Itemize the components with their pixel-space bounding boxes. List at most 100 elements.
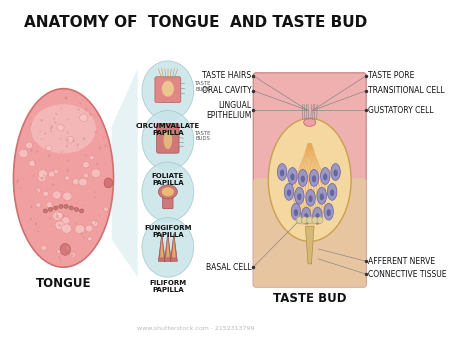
Text: FILIFORM
PAPILLA: FILIFORM PAPILLA [149, 280, 186, 293]
FancyBboxPatch shape [253, 178, 366, 287]
Ellipse shape [277, 164, 287, 181]
Ellipse shape [87, 237, 92, 241]
Ellipse shape [60, 259, 62, 261]
Circle shape [297, 217, 302, 224]
Ellipse shape [19, 149, 28, 158]
Ellipse shape [158, 185, 177, 199]
Ellipse shape [61, 204, 63, 207]
Polygon shape [158, 234, 165, 261]
Ellipse shape [77, 108, 80, 110]
Ellipse shape [82, 162, 90, 168]
Ellipse shape [62, 217, 70, 224]
Ellipse shape [94, 191, 96, 193]
Text: TONGUE: TONGUE [36, 277, 91, 290]
Text: TASTE BUD: TASTE BUD [273, 292, 346, 305]
Ellipse shape [69, 206, 73, 210]
Ellipse shape [29, 160, 36, 167]
Ellipse shape [331, 164, 340, 181]
Ellipse shape [35, 188, 40, 193]
Ellipse shape [92, 221, 98, 227]
Ellipse shape [57, 250, 61, 254]
Ellipse shape [68, 245, 71, 248]
Ellipse shape [42, 231, 43, 232]
Ellipse shape [99, 215, 100, 217]
Ellipse shape [327, 209, 331, 216]
Circle shape [104, 178, 112, 188]
Ellipse shape [56, 212, 63, 219]
Ellipse shape [162, 187, 174, 196]
Ellipse shape [49, 207, 53, 211]
Ellipse shape [94, 114, 95, 116]
Ellipse shape [330, 189, 334, 196]
Ellipse shape [54, 118, 55, 119]
Ellipse shape [85, 108, 87, 111]
Ellipse shape [83, 137, 85, 140]
Text: CIRCUMVALLATE
PAPILLA: CIRCUMVALLATE PAPILLA [136, 123, 200, 136]
Polygon shape [306, 226, 314, 264]
Ellipse shape [83, 236, 85, 238]
Text: www.shutterstock.com · 2152313799: www.shutterstock.com · 2152313799 [137, 326, 254, 331]
Ellipse shape [59, 204, 63, 208]
Ellipse shape [72, 179, 79, 185]
Text: TASTE
BUDS: TASTE BUDS [195, 131, 212, 141]
Ellipse shape [31, 104, 96, 153]
Ellipse shape [43, 209, 48, 213]
Ellipse shape [304, 118, 316, 126]
Ellipse shape [304, 213, 308, 220]
Ellipse shape [56, 194, 57, 195]
Ellipse shape [79, 178, 87, 186]
Ellipse shape [67, 132, 68, 134]
Ellipse shape [44, 133, 46, 135]
Ellipse shape [46, 202, 53, 208]
Text: CONNECTIVE TISSUE: CONNECTIVE TISSUE [368, 270, 446, 279]
Ellipse shape [43, 191, 49, 197]
Ellipse shape [162, 81, 174, 97]
Ellipse shape [53, 211, 63, 221]
Circle shape [142, 61, 194, 120]
Ellipse shape [284, 183, 294, 200]
Ellipse shape [323, 173, 328, 181]
Ellipse shape [295, 187, 304, 204]
Ellipse shape [163, 131, 172, 149]
Ellipse shape [63, 192, 72, 201]
Ellipse shape [65, 245, 71, 250]
Ellipse shape [301, 175, 305, 182]
Ellipse shape [38, 174, 46, 182]
Ellipse shape [49, 217, 51, 219]
Ellipse shape [50, 130, 52, 132]
Ellipse shape [76, 143, 79, 146]
Ellipse shape [306, 189, 315, 206]
Ellipse shape [61, 151, 63, 153]
Ellipse shape [76, 223, 77, 224]
Circle shape [307, 217, 313, 224]
Ellipse shape [38, 227, 39, 228]
Ellipse shape [298, 170, 307, 186]
FancyBboxPatch shape [157, 123, 179, 153]
Ellipse shape [51, 203, 53, 205]
Ellipse shape [36, 190, 38, 192]
Ellipse shape [72, 140, 75, 142]
Ellipse shape [94, 196, 95, 198]
Text: TRANSITIONAL CELL: TRANSITIONAL CELL [368, 86, 445, 95]
Ellipse shape [58, 256, 60, 258]
Ellipse shape [96, 163, 98, 166]
Ellipse shape [65, 96, 67, 99]
Ellipse shape [59, 168, 60, 169]
Ellipse shape [29, 118, 30, 119]
Ellipse shape [268, 118, 351, 241]
Ellipse shape [67, 139, 69, 141]
Ellipse shape [46, 145, 52, 151]
Ellipse shape [43, 174, 45, 176]
Ellipse shape [80, 209, 84, 213]
Ellipse shape [86, 225, 93, 232]
Circle shape [317, 217, 323, 224]
Ellipse shape [52, 183, 54, 186]
Ellipse shape [63, 215, 64, 217]
Ellipse shape [297, 193, 302, 200]
Ellipse shape [280, 170, 284, 176]
Ellipse shape [89, 113, 92, 116]
Ellipse shape [20, 187, 22, 189]
Ellipse shape [91, 220, 95, 224]
Ellipse shape [64, 200, 66, 201]
Ellipse shape [90, 155, 94, 160]
